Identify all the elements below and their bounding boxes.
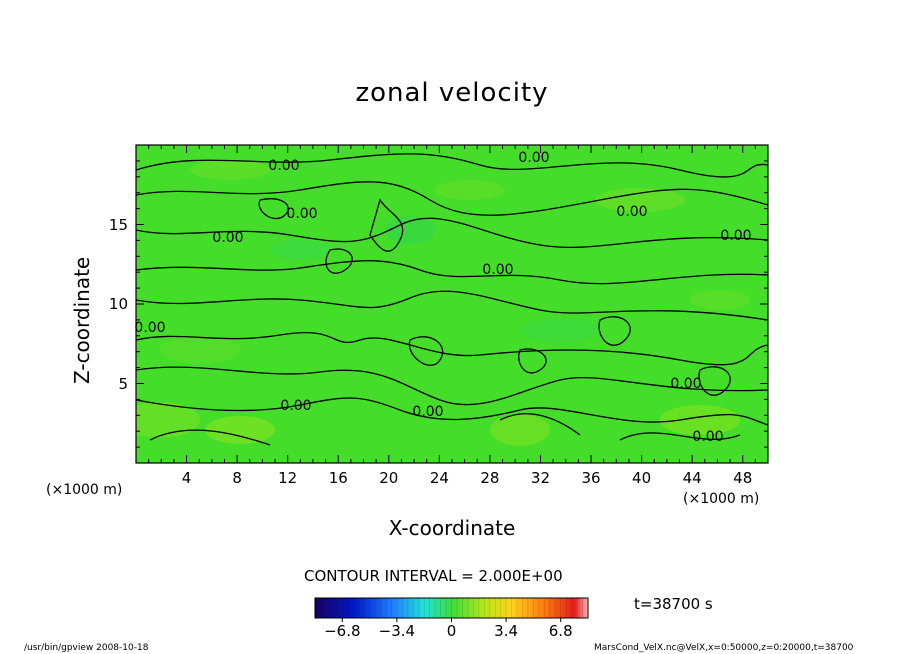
contour-label: 0.00	[268, 158, 299, 174]
contour-label: 0.00	[692, 429, 723, 445]
x-axis-label: X-coordinate	[388, 516, 516, 540]
y-ticks	[136, 160, 768, 448]
contour-labels: 0.00 0.00 0.00 0.00 0.00 0.00 0.00 0.00 0.00 0.00…	[134, 150, 751, 445]
contour-label: 0.00	[616, 204, 647, 220]
x-unit-label-left: (×1000 m)	[46, 482, 123, 498]
chart-title: zonal velocity	[355, 78, 549, 108]
x-tick-label: 32	[530, 469, 551, 487]
x-tick-label: 4	[181, 469, 192, 487]
contour-label: 0.00	[412, 404, 443, 420]
contour-lines	[136, 153, 768, 446]
x-tick-label: 12	[278, 469, 298, 487]
x-ticks	[148, 145, 756, 463]
colorbar-tick-label: 0	[446, 622, 457, 640]
footer-left: /usr/bin/gpview 2008-10-18	[24, 643, 149, 653]
contour-label: 0.00	[286, 206, 317, 222]
contour-interval: CONTOUR INTERVAL = 2.000E+00	[304, 567, 563, 585]
x-tick-label: 8	[232, 469, 242, 487]
contour-label: 0.00	[482, 262, 513, 278]
x-tick-label: 16	[328, 469, 348, 487]
x-tick-label: 40	[632, 469, 652, 487]
contour-label: 0.00	[518, 150, 549, 166]
contour-label: 0.00	[280, 398, 311, 414]
y-axis-label: Z-coordinate	[70, 256, 94, 384]
x-tick-label: 48	[733, 469, 753, 487]
contour-label: 0.00	[720, 228, 751, 244]
x-tick-label: 24	[429, 469, 449, 487]
x-tick-label: 20	[379, 469, 399, 487]
time-label: t=38700 s	[634, 595, 713, 613]
colorbar-tick-label: −3.4	[378, 622, 416, 640]
y-tick-label: 15	[108, 215, 128, 234]
x-tick-label: 36	[581, 469, 601, 487]
contour-label: 0.00	[212, 230, 243, 246]
colorbar-tick-label: 3.4	[494, 622, 519, 640]
x-tick-label: 44	[682, 469, 702, 487]
colorbar-ticks	[341, 618, 562, 622]
y-tick-label: 5	[118, 374, 128, 393]
contour-label: 0.00	[134, 320, 165, 336]
x-tick-label: 28	[480, 469, 500, 487]
contour-label: 0.00	[670, 376, 701, 392]
x-unit-label-right: (×1000 m)	[683, 491, 760, 507]
y-tick-label: 10	[108, 295, 128, 313]
colorbar-tick-label: 6.8	[548, 622, 573, 640]
footer-right: MarsCond_VelX.nc@VelX,x=0:50000,z=0:2000…	[594, 643, 854, 653]
colorbar-tick-label: −6.8	[324, 622, 361, 640]
